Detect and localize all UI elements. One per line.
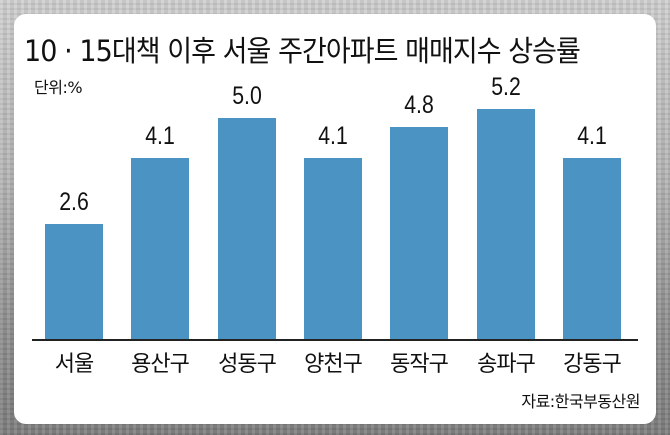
bar-value-label: 2.6 [59,188,89,217]
bar-value-label: 5.2 [491,73,521,102]
category-label: 송파구 [477,352,536,377]
bar-1 [131,157,189,339]
category-label: 성동구 [218,352,277,377]
category-label: 서울 [54,352,94,377]
chart-title: 10 · 15대책 이후 서울 주간아파트 매매지수 상승률 [24,34,581,68]
bar-2 [218,118,276,339]
bar-value-label: 4.1 [318,121,348,150]
x-axis-line [32,339,638,341]
bar-5 [477,109,535,339]
bar-value-label: 4.8 [404,90,434,119]
category-label: 동작구 [390,352,449,377]
source-label: 자료:한국부동산원 [521,392,640,411]
bar-6 [563,157,621,339]
bar-value-label: 5.0 [232,82,262,110]
category-label: 강동구 [563,352,622,377]
bar-value-label: 4.1 [145,121,175,150]
bar-4 [390,126,448,339]
bar-value-label: 4.1 [577,121,607,150]
category-label: 용산구 [131,352,190,377]
bar-0 [45,224,103,339]
bar-3 [304,157,362,339]
category-label: 양천구 [304,352,363,377]
unit-label: 단위:% [34,78,83,97]
